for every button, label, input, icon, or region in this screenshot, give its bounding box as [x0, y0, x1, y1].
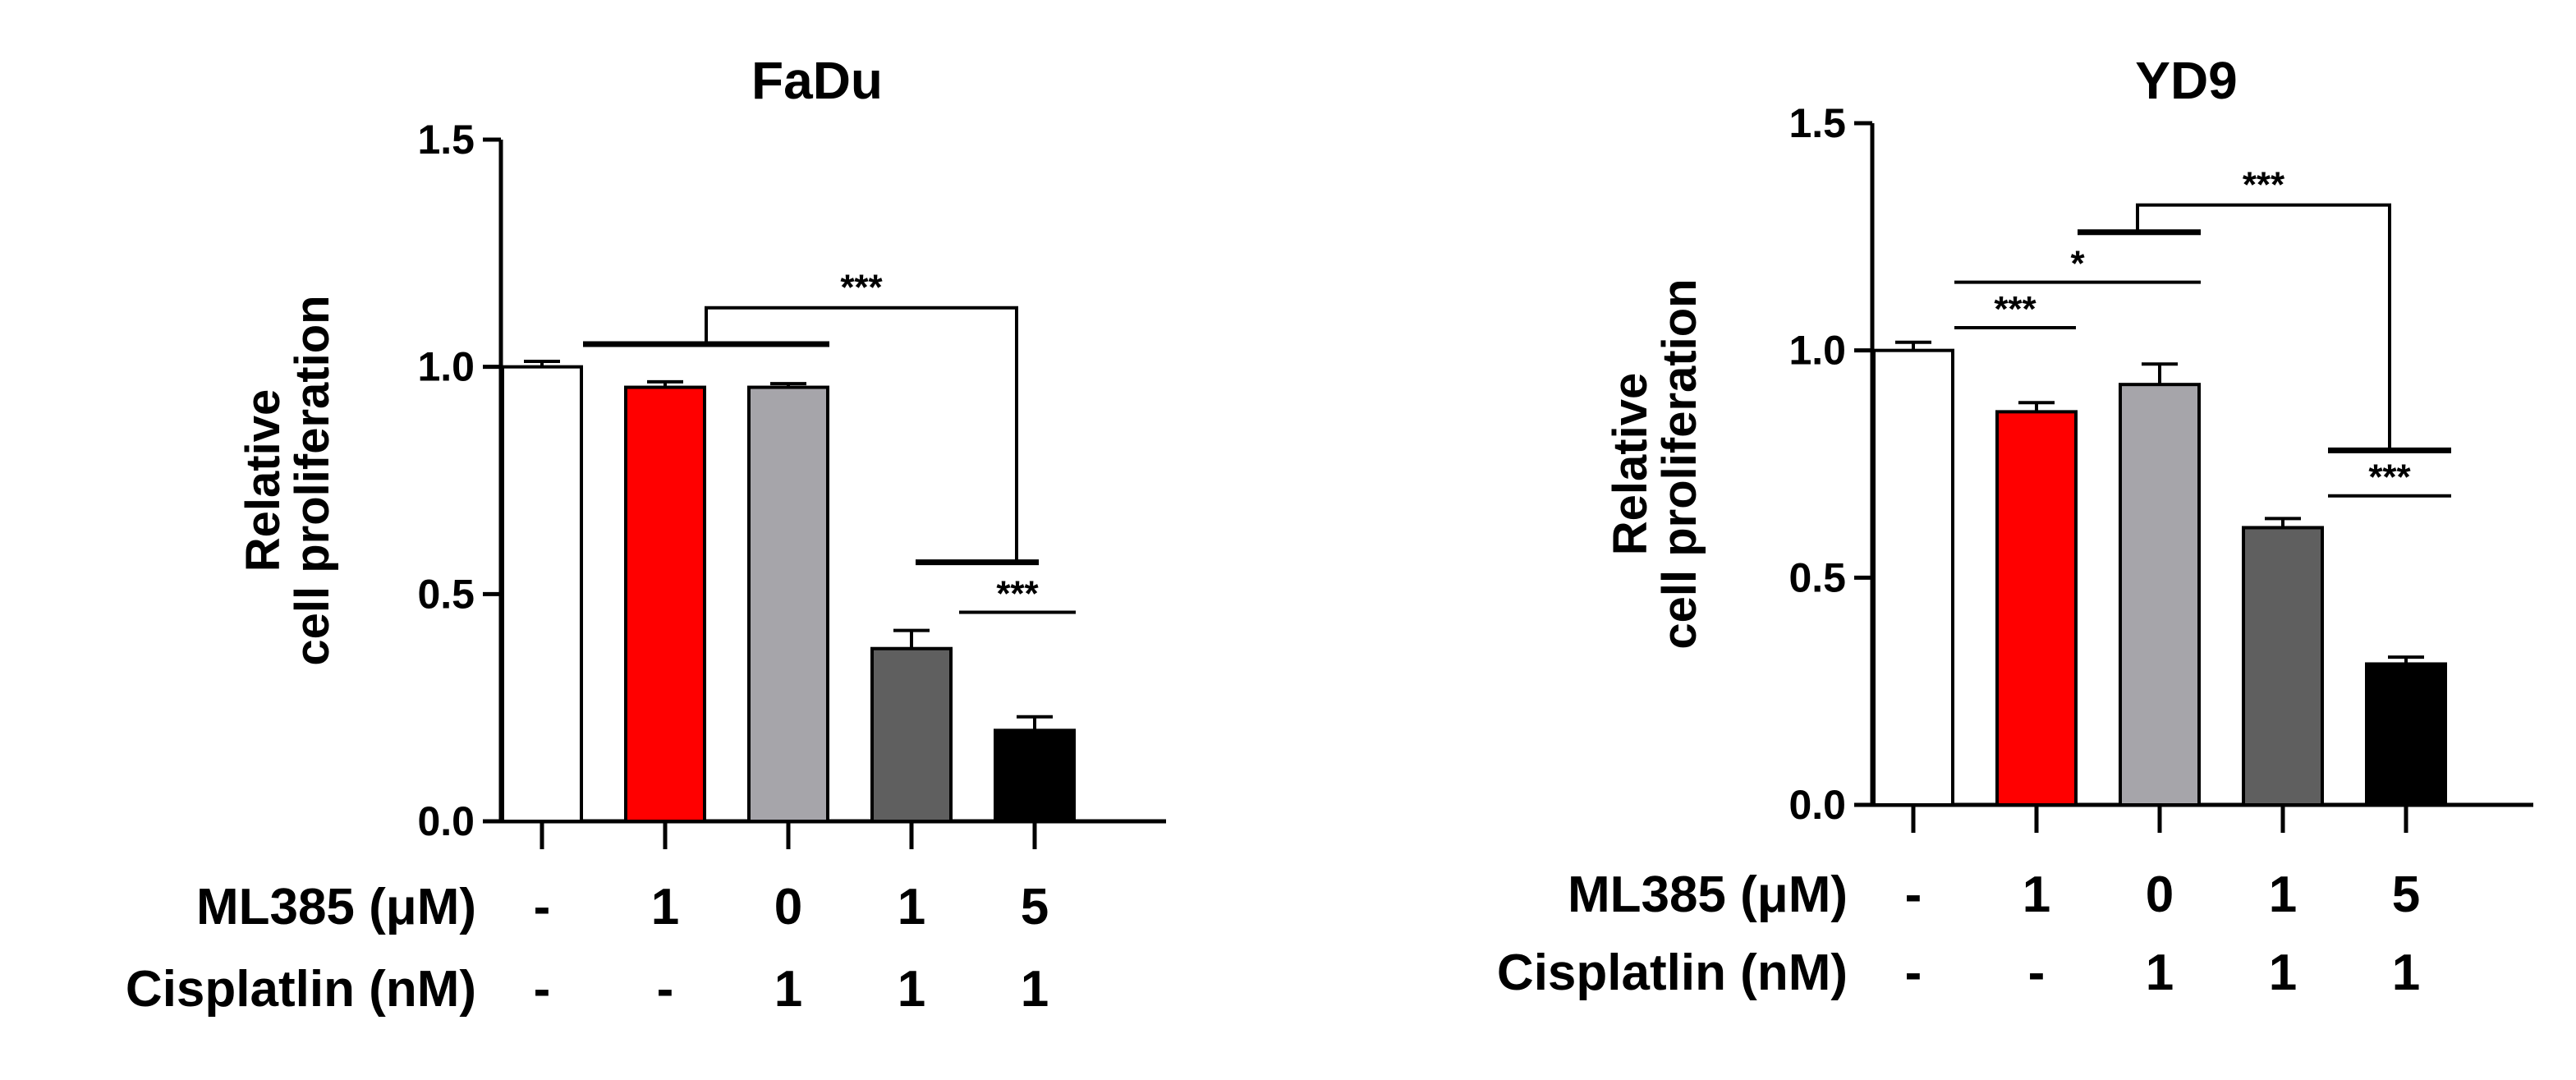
significance-label: ***: [2368, 457, 2411, 498]
treatment-value: -: [1905, 866, 1922, 923]
treatment-value: 1: [2269, 866, 2297, 923]
y-tick-label: 0.0: [417, 798, 475, 844]
treatment-value: 1: [774, 961, 802, 1018]
treatment-label: Cisplatlin (nM): [1497, 944, 1848, 1001]
bar: [2119, 383, 2201, 807]
y-tick-label: 1.0: [1789, 328, 1846, 374]
y-axis-label: cell proliferation: [1653, 278, 1706, 649]
treatment-label: ML385 (μM): [196, 879, 476, 935]
bar: [624, 385, 706, 824]
bar: [1872, 348, 1954, 807]
treatment-value: 0: [2146, 866, 2174, 923]
y-tick-label: 1.0: [417, 344, 475, 390]
treatment-label: Cisplatlin (nM): [126, 961, 476, 1018]
chart-title: YD9: [2135, 51, 2238, 110]
y-axis-label: Relative: [1604, 373, 1657, 555]
treatment-value: 1: [898, 879, 925, 935]
chart-title: FaDu: [751, 51, 883, 110]
y-tick-label: 1.5: [417, 117, 475, 163]
y-tick-label: 1.5: [1789, 100, 1846, 146]
bar: [2365, 662, 2447, 807]
treatment-value: 1: [651, 879, 679, 935]
treatment-value: 1: [898, 961, 925, 1018]
bar: [1995, 410, 2078, 807]
treatment-value: 5: [1021, 879, 1049, 935]
treatment-value: -: [2028, 944, 2046, 1001]
significance-label: *: [2070, 244, 2085, 284]
y-axis-label: cell proliferation: [286, 295, 339, 665]
treatment-value: -: [657, 961, 674, 1018]
bar: [870, 646, 953, 823]
treatment-value: -: [534, 879, 551, 935]
y-tick-label: 0.5: [417, 571, 475, 617]
significance-bracket: [705, 306, 1018, 563]
treatment-value: 1: [1021, 961, 1049, 1018]
bar: [747, 385, 829, 824]
significance-label: ***: [1994, 289, 2036, 329]
bar: [501, 365, 583, 823]
bar: [994, 728, 1076, 823]
y-tick-label: 0.5: [1789, 554, 1846, 600]
treatment-value: 1: [2269, 944, 2297, 1001]
treatment-value: -: [1905, 944, 1922, 1001]
significance-label: ***: [2243, 165, 2285, 205]
y-tick-label: 0.0: [1789, 782, 1846, 828]
treatment-value: 1: [2392, 944, 2420, 1001]
significance-label: ***: [996, 573, 1039, 614]
treatment-value: -: [534, 961, 551, 1018]
significance-bracket: [2136, 203, 2391, 451]
y-axis-label: Relative: [236, 389, 290, 572]
treatment-value: 5: [2392, 866, 2420, 923]
bar: [2242, 526, 2324, 807]
significance-label: ***: [840, 268, 883, 308]
treatment-value: 1: [2023, 866, 2050, 923]
treatment-label: ML385 (μM): [1568, 866, 1848, 923]
treatment-value: 1: [2146, 944, 2174, 1001]
treatment-value: 0: [774, 879, 802, 935]
